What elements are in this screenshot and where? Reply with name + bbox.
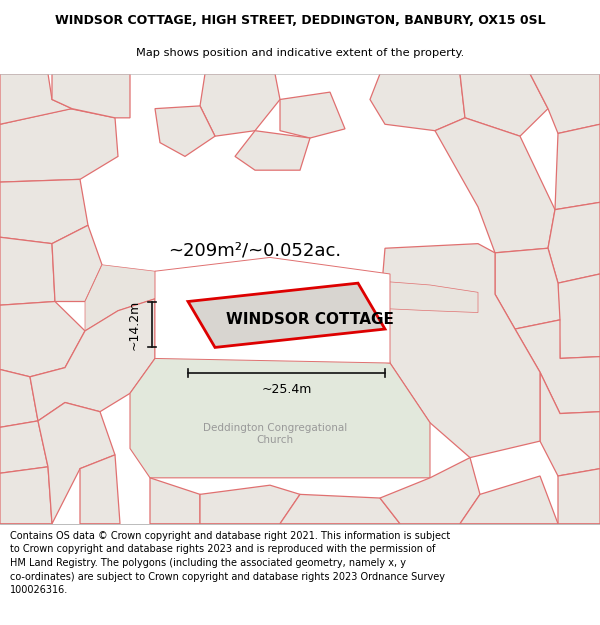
Polygon shape bbox=[0, 109, 118, 182]
Polygon shape bbox=[0, 179, 88, 244]
Polygon shape bbox=[235, 131, 310, 170]
Polygon shape bbox=[558, 274, 600, 359]
Polygon shape bbox=[155, 258, 390, 363]
Polygon shape bbox=[80, 455, 120, 524]
Polygon shape bbox=[52, 74, 130, 118]
Text: Map shows position and indicative extent of the property.: Map shows position and indicative extent… bbox=[136, 48, 464, 58]
Polygon shape bbox=[30, 299, 155, 421]
Polygon shape bbox=[0, 301, 85, 377]
Polygon shape bbox=[548, 202, 600, 283]
Polygon shape bbox=[38, 402, 115, 524]
Polygon shape bbox=[280, 92, 345, 138]
Polygon shape bbox=[370, 74, 465, 131]
Polygon shape bbox=[540, 372, 600, 476]
Polygon shape bbox=[380, 458, 480, 524]
Polygon shape bbox=[0, 238, 55, 305]
Polygon shape bbox=[188, 283, 385, 348]
Text: ~209m²/~0.052ac.: ~209m²/~0.052ac. bbox=[169, 241, 341, 259]
Polygon shape bbox=[0, 421, 48, 473]
Polygon shape bbox=[460, 74, 548, 136]
Polygon shape bbox=[495, 248, 560, 329]
Text: Deddington Congregational
Church: Deddington Congregational Church bbox=[203, 423, 347, 444]
Text: WINDSOR COTTAGE: WINDSOR COTTAGE bbox=[226, 312, 394, 328]
Polygon shape bbox=[380, 244, 540, 458]
Polygon shape bbox=[155, 106, 215, 156]
Polygon shape bbox=[555, 124, 600, 209]
Polygon shape bbox=[530, 74, 600, 134]
Polygon shape bbox=[0, 369, 38, 428]
Text: ~14.2m: ~14.2m bbox=[128, 299, 140, 349]
Polygon shape bbox=[150, 478, 200, 524]
Polygon shape bbox=[200, 74, 280, 136]
Polygon shape bbox=[435, 118, 555, 253]
Polygon shape bbox=[0, 467, 52, 524]
Polygon shape bbox=[515, 320, 600, 414]
Text: ~25.4m: ~25.4m bbox=[262, 383, 311, 396]
Polygon shape bbox=[200, 485, 300, 524]
Polygon shape bbox=[85, 265, 478, 331]
Polygon shape bbox=[558, 469, 600, 524]
Polygon shape bbox=[52, 225, 102, 301]
Text: WINDSOR COTTAGE, HIGH STREET, DEDDINGTON, BANBURY, OX15 0SL: WINDSOR COTTAGE, HIGH STREET, DEDDINGTON… bbox=[55, 14, 545, 27]
Polygon shape bbox=[130, 348, 430, 478]
Text: Contains OS data © Crown copyright and database right 2021. This information is : Contains OS data © Crown copyright and d… bbox=[10, 531, 451, 595]
Polygon shape bbox=[0, 74, 72, 124]
Polygon shape bbox=[460, 476, 558, 524]
Polygon shape bbox=[280, 494, 400, 524]
